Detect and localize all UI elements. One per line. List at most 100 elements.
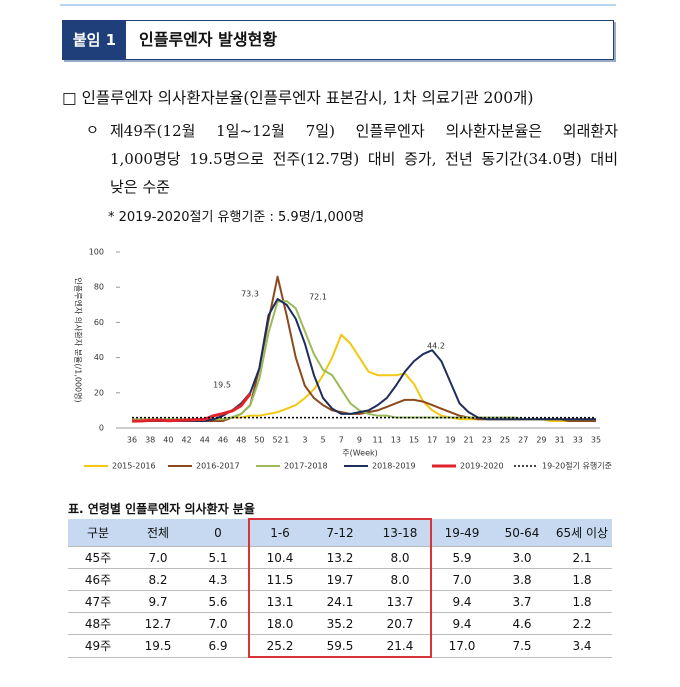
table-header-row: 구분 전체 0 1-6 7-12 13-18 19-49 50-64 65세 이상	[68, 518, 612, 547]
bullet-marker: ㅇ	[86, 123, 99, 139]
table-cell: 8.0	[370, 546, 432, 569]
table-row: 46주 8.2 4.3 11.5 19.7 8.0 7.0 3.8 1.8	[68, 568, 612, 591]
x-tick-label: 52	[272, 436, 282, 445]
table-cell: 35.2	[310, 612, 370, 635]
y-tick-label: 0	[99, 424, 104, 433]
x-tick-label: 27	[518, 436, 528, 445]
table-cell: 45주	[68, 546, 128, 569]
y-tick-label: 80	[94, 283, 104, 292]
table-cell: 5.6	[188, 590, 249, 613]
legend-label: 2017-2018	[284, 462, 328, 471]
bullet-line: 낮은 수준	[110, 178, 170, 196]
table-cell: 18.0	[248, 612, 310, 635]
header-cell: 19-49	[431, 519, 492, 547]
table-cell: 6.9	[188, 634, 249, 658]
x-tick-label: 36	[127, 436, 137, 445]
table-cell: 19.7	[310, 568, 370, 591]
table-cell: 20.7	[370, 612, 432, 635]
bullet-line: 1,000명당 19.5명으로 전주(12.7명) 대비 증가, 전년 동기간(…	[110, 150, 618, 168]
table-cell: 13.2	[310, 546, 370, 569]
table-cell: 13.1	[248, 590, 310, 613]
table-cell: 1.8	[552, 590, 612, 613]
table-row: 48주 12.7 7.0 18.0 35.2 20.7 9.4 4.6 2.2	[68, 612, 612, 635]
table-row: 49주 19.5 6.9 25.2 59.5 21.4 17.0 7.5 3.4	[68, 634, 612, 658]
x-tick-label: 50	[254, 436, 264, 445]
table-row: 45주 7.0 5.1 10.4 13.2 8.0 5.9 3.0 2.1	[68, 546, 612, 569]
table-cell: 3.0	[492, 546, 552, 569]
x-tick-label: 44	[200, 436, 210, 445]
x-tick-label: 7	[339, 436, 344, 445]
header-cell: 0	[188, 519, 249, 547]
table-cell: 9.7	[128, 590, 188, 613]
x-tick-label: 42	[181, 436, 191, 445]
table-cell: 59.5	[310, 634, 370, 658]
header-box: 붙임 1 인플루엔자 발생현황	[62, 20, 614, 60]
header-cell: 전체	[128, 519, 188, 547]
table-cell: 8.2	[128, 568, 188, 591]
x-tick-label: 33	[573, 436, 583, 445]
table-cell: 5.9	[431, 546, 492, 569]
y-tick-label: 60	[94, 318, 104, 327]
x-tick-label: 5	[321, 436, 326, 445]
table-cell: 5.1	[188, 546, 249, 569]
legend-label: 2016-2017	[196, 462, 240, 471]
x-tick-label: 11	[373, 436, 383, 445]
legend-label: 2015-2016	[112, 462, 156, 471]
table-cell: 7.0	[188, 612, 249, 635]
y-tick-label: 20	[94, 388, 104, 397]
table-cell: 1.8	[552, 568, 612, 591]
table-cell: 7.5	[492, 634, 552, 658]
header-cell: 7-12	[310, 518, 370, 547]
header-cell: 1-6	[248, 518, 310, 547]
table-cell: 2.1	[552, 546, 612, 569]
top-rule	[60, 4, 616, 6]
x-tick-label: 3	[302, 436, 307, 445]
x-tick-label: 38	[145, 436, 155, 445]
table-cell: 8.0	[370, 568, 432, 591]
x-tick-label: 46	[218, 436, 228, 445]
x-tick-label: 35	[591, 436, 601, 445]
table-cell: 7.0	[128, 546, 188, 569]
table: 구분 전체 0 1-6 7-12 13-18 19-49 50-64 65세 이상 45주 7.0 5…	[68, 518, 612, 658]
table-cell: 11.5	[248, 568, 310, 591]
table-cell: 17.0	[431, 634, 492, 658]
section-heading: □ 인플루엔자 의사환자분율(인플루엔자 표본감시, 1차 의료기관 200개)	[62, 89, 534, 107]
table-cell: 9.4	[431, 612, 492, 635]
x-tick-label: 19	[445, 436, 455, 445]
header-cell: 13-18	[370, 518, 432, 547]
annotation: 72.1	[309, 293, 327, 302]
x-tick-label: 40	[163, 436, 173, 445]
x-tick-label: 9	[357, 436, 362, 445]
series-line	[132, 297, 596, 422]
table-cell: 49주	[68, 634, 128, 658]
table-cell: 12.7	[128, 612, 188, 635]
series-line	[132, 333, 596, 422]
table-cell: 2.2	[552, 612, 612, 635]
table-cell: 13.7	[370, 590, 432, 613]
note: * 2019-2020절기 유행기준 : 5.9명/1,000명	[108, 210, 365, 225]
y-tick-label: 100	[89, 248, 104, 257]
header-cell: 구분	[68, 519, 128, 547]
y-axis-label: 인플루엔자 의사환자 분율(/1,000명)	[74, 277, 84, 402]
header-cell: 65세 이상	[552, 519, 612, 547]
x-tick-label: 23	[482, 436, 492, 445]
x-axis-label: 주(Week)	[342, 449, 378, 458]
table-cell: 46주	[68, 568, 128, 591]
series-line	[132, 300, 596, 421]
legend-label: 2019-2020	[460, 462, 504, 471]
table-cell: 7.0	[431, 568, 492, 591]
table-title: 표. 연령별 인플루엔자 의사환자 분율	[68, 502, 255, 516]
table-cell: 24.1	[310, 590, 370, 613]
annotation: 19.5	[213, 381, 231, 390]
annotation: 73.3	[241, 290, 259, 299]
x-tick-label: 17	[427, 436, 437, 445]
x-tick-label: 48	[236, 436, 246, 445]
annotation: 44.2	[427, 342, 445, 351]
table-cell: 47주	[68, 590, 128, 613]
series-line	[131, 392, 252, 423]
x-tick-label: 31	[555, 436, 565, 445]
x-tick-label: 1	[284, 436, 289, 445]
series-line	[132, 275, 596, 422]
